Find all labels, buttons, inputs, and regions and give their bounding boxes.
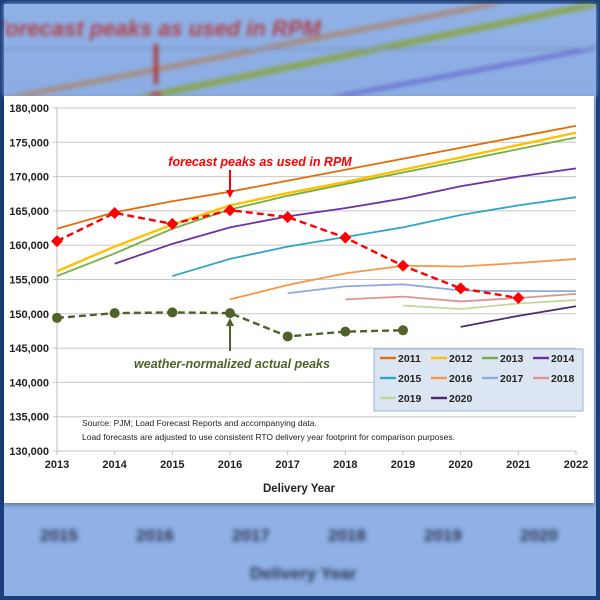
forecast-peak-marker — [224, 204, 236, 217]
source-note-line-1: Source: PJM; Load Forecast Reports and a… — [82, 418, 317, 428]
series-line-2013 — [56, 136, 577, 277]
y-tick-label: 135,000 — [9, 412, 49, 424]
x-axis-ticks: 2013 2014 2015 2016 2017 2018 2019 2020 2021 2022 — [45, 451, 588, 471]
blurred-annotation: forecast peaks as used in RPM — [4, 16, 321, 41]
series-line-2020 — [460, 305, 577, 328]
y-tick-label: 180,000 — [9, 103, 49, 115]
x-tick-label: 2022 — [564, 459, 588, 471]
legend-item-2011: 2011 — [380, 353, 421, 365]
legend-item-2014: 2014 — [533, 353, 575, 365]
forecast-peaks-line — [56, 208, 519, 300]
y-tick-label: 145,000 — [9, 343, 49, 355]
y-tick-label: 150,000 — [9, 309, 49, 321]
series-line-2012 — [56, 131, 577, 273]
forecast-series — [56, 124, 577, 328]
legend: 2011 2012 2013 2014 2015 2016 2017 2018 2019 2020 — [373, 348, 584, 412]
forecast-peak-marker — [512, 292, 525, 305]
blurred-line-green — [133, 4, 596, 96]
blurred-background-top: forecast peaks as used in RPM — [4, 4, 596, 96]
legend-label: 2020 — [449, 393, 473, 405]
legend-label: 2017 — [500, 373, 524, 385]
series-line-2014 — [114, 167, 577, 265]
x-tick-label: 2021 — [506, 459, 530, 471]
series-line-2019 — [402, 299, 577, 310]
blurred-marker — [149, 92, 163, 96]
forecast-annotation: forecast peaks as used in RPM — [168, 155, 352, 169]
legend-item-2013: 2013 — [482, 353, 524, 365]
y-axis-ticks: 130,000 135,000 140,000 145,000 150,000 155,0… — [9, 103, 49, 458]
legend-label: 2013 — [500, 353, 524, 365]
source-note-line-2: Load forecasts are adjusted to use consi… — [82, 432, 455, 442]
series-line-2017 — [287, 283, 576, 295]
legend-item-2012: 2012 — [431, 353, 473, 365]
actual-peak-marker — [340, 326, 351, 337]
actual-peak-marker — [52, 312, 62, 323]
blurred-background-bottom: 2015 2016 2017 2018 2019 2020 Delivery Y… — [4, 504, 596, 596]
blurred-tick-label: 2017 — [232, 526, 270, 545]
actual-peak-marker — [167, 307, 178, 318]
blurred-tick-label: 2015 — [40, 526, 78, 545]
blurred-tick-label: 2019 — [424, 526, 462, 545]
legend-item-2017: 2017 — [482, 373, 524, 385]
legend-label: 2018 — [551, 373, 575, 385]
legend-box — [373, 348, 584, 412]
legend-item-2018: 2018 — [533, 373, 575, 385]
x-tick-label: 2019 — [391, 459, 415, 471]
forecast-peak-marker — [166, 217, 179, 230]
legend-label: 2016 — [449, 373, 473, 385]
y-tick-label: 165,000 — [9, 206, 49, 218]
y-tick-label: 160,000 — [9, 240, 49, 252]
actual-peak-marker — [282, 331, 293, 342]
forecast-peak-marker — [281, 211, 294, 224]
actual-annotation: weather-normalized actual peaks — [134, 357, 330, 371]
legend-label: 2012 — [449, 353, 473, 365]
blurred-tick-label: 2018 — [328, 526, 366, 545]
x-tick-label: 2017 — [275, 459, 299, 471]
line-chart: 130,000 135,000 140,000 145,000 150,000 155,0… — [9, 103, 588, 495]
legend-item-2019: 2019 — [380, 393, 422, 405]
legend-item-2016: 2016 — [431, 373, 473, 385]
forecast-peak-marker — [454, 282, 467, 295]
x-axis-label: Delivery Year — [263, 483, 336, 495]
forecast-peak-marker — [108, 206, 121, 219]
chart-panel: 130,000 135,000 140,000 145,000 150,000 155,0… — [4, 96, 594, 503]
legend-item-2020: 2020 — [431, 393, 473, 405]
y-tick-label: 140,000 — [9, 377, 49, 389]
x-tick-label: 2015 — [160, 459, 184, 471]
legend-label: 2015 — [398, 373, 422, 385]
y-tick-label: 170,000 — [9, 172, 49, 184]
highlight-series — [51, 204, 525, 342]
series-line-2018 — [345, 293, 577, 303]
forecast-peak-marker — [339, 231, 352, 244]
actual-peak-marker — [109, 308, 120, 319]
x-tick-label: 2013 — [45, 459, 69, 471]
x-tick-label: 2020 — [448, 459, 472, 471]
blurred-axis-label: Delivery Year — [250, 564, 357, 583]
legend-label: 2011 — [398, 353, 421, 365]
actual-arrow — [226, 318, 234, 351]
blurred-line-brown — [6, 4, 507, 96]
blurred-tick-label: 2016 — [136, 526, 174, 545]
y-tick-label: 175,000 — [9, 137, 49, 149]
x-tick-label: 2014 — [102, 459, 127, 471]
actual-peak-marker — [398, 325, 408, 336]
legend-label: 2014 — [551, 353, 575, 365]
blurred-background-lines: forecast peaks as used in RPM — [4, 4, 596, 96]
blurred-tick-label: 2020 — [520, 526, 558, 545]
forecast-peak-marker — [397, 259, 409, 272]
legend-item-2015: 2015 — [380, 373, 422, 385]
y-tick-label: 155,000 — [9, 275, 49, 287]
series-line-2011 — [56, 124, 577, 230]
actual-peak-marker — [225, 308, 235, 319]
x-tick-label: 2016 — [218, 459, 242, 471]
forecast-arrow — [226, 170, 234, 198]
series-line-2015 — [172, 196, 577, 277]
forecast-peak-marker — [51, 235, 63, 248]
legend-label: 2019 — [398, 393, 422, 405]
y-tick-label: 130,000 — [9, 446, 49, 458]
x-tick-label: 2018 — [333, 459, 357, 471]
blurred-line-purple — [329, 46, 596, 96]
